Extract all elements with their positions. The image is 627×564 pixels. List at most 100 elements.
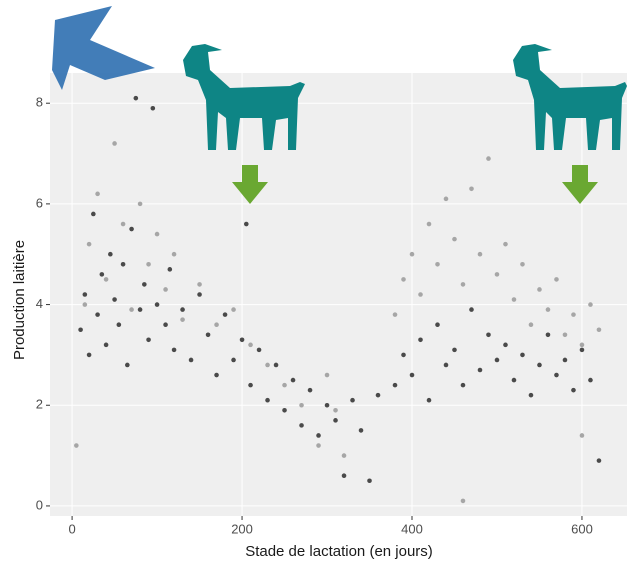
brush-icon	[52, 6, 155, 90]
point	[299, 402, 304, 408]
point	[409, 251, 415, 257]
point	[231, 307, 236, 312]
point	[528, 392, 534, 398]
point	[477, 251, 483, 257]
point	[116, 322, 122, 328]
point	[197, 292, 202, 297]
point	[341, 473, 347, 479]
point	[350, 397, 355, 403]
point	[273, 362, 279, 368]
point	[571, 387, 576, 393]
point	[214, 372, 219, 378]
point	[214, 322, 219, 328]
point	[588, 377, 593, 383]
point	[554, 277, 559, 282]
point	[112, 297, 117, 302]
point	[316, 433, 321, 438]
point	[290, 377, 296, 383]
point	[316, 443, 321, 448]
point	[333, 418, 338, 423]
point	[443, 196, 449, 202]
point	[554, 372, 559, 378]
point	[112, 141, 117, 146]
point	[418, 292, 423, 297]
point	[231, 357, 236, 363]
point	[520, 352, 525, 358]
point	[460, 498, 466, 504]
point	[469, 186, 474, 192]
point	[375, 392, 381, 398]
point	[579, 433, 585, 438]
x-axis-title: Stade de lactation (en jours)	[245, 543, 433, 560]
goat-icon	[183, 44, 305, 150]
point	[528, 322, 534, 328]
point	[86, 352, 92, 358]
plot-area: 0 2 4 6 8 0 200 400 600	[36, 73, 627, 536]
point	[460, 282, 466, 287]
point	[596, 327, 602, 333]
plot-background	[50, 73, 627, 516]
point	[545, 307, 551, 312]
point	[537, 362, 542, 368]
point	[435, 261, 440, 267]
point	[452, 347, 457, 353]
point	[103, 342, 109, 348]
y-tick-label: 6	[36, 195, 43, 210]
point	[197, 282, 202, 287]
point	[137, 201, 143, 207]
point	[511, 377, 517, 383]
point	[299, 423, 304, 428]
point	[82, 302, 88, 307]
point	[137, 307, 143, 312]
point	[99, 272, 105, 277]
point	[95, 191, 100, 197]
point	[265, 362, 270, 368]
point	[358, 428, 364, 433]
y-tick-label: 0	[36, 497, 43, 512]
y-tick-label: 4	[36, 296, 43, 311]
point	[537, 287, 542, 292]
y-tick-label: 8	[36, 95, 43, 110]
point	[180, 317, 185, 322]
point	[108, 251, 113, 257]
point	[82, 292, 88, 297]
point	[494, 357, 500, 363]
point	[401, 277, 406, 282]
point	[150, 105, 156, 111]
point	[392, 312, 398, 317]
point	[503, 342, 508, 348]
point	[154, 231, 160, 237]
point	[188, 357, 194, 363]
arrow-icon	[562, 165, 598, 204]
point	[78, 327, 83, 333]
point	[222, 312, 228, 317]
x-tick-label: 200	[231, 521, 253, 536]
goat-icon	[513, 44, 627, 150]
point	[180, 307, 185, 312]
point	[324, 402, 330, 408]
point	[562, 357, 568, 363]
point	[282, 382, 287, 388]
point	[171, 347, 177, 353]
x-tick-label: 400	[401, 521, 423, 536]
point	[248, 342, 253, 348]
point	[520, 261, 525, 267]
point	[205, 332, 211, 338]
point	[307, 387, 313, 393]
point	[120, 261, 126, 267]
point	[571, 312, 576, 317]
point	[545, 332, 551, 338]
point	[256, 347, 262, 353]
point	[163, 287, 168, 292]
point	[129, 226, 134, 232]
point	[146, 261, 151, 267]
point	[333, 407, 338, 413]
point	[426, 397, 432, 403]
point	[435, 322, 440, 328]
point	[341, 453, 347, 458]
point	[486, 156, 491, 161]
point	[146, 337, 151, 343]
point	[579, 342, 585, 348]
point	[163, 322, 168, 328]
